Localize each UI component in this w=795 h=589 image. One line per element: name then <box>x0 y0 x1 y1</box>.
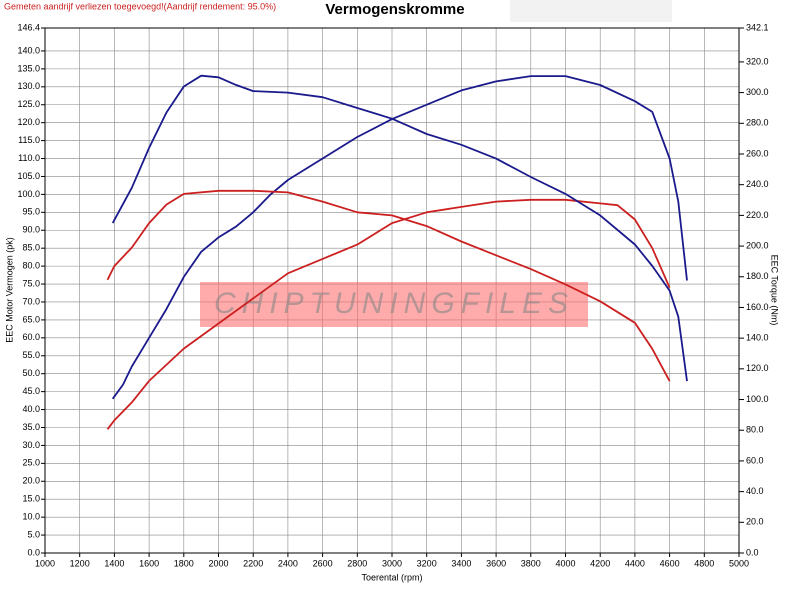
y-tick-label: 35.0 <box>22 422 40 432</box>
y-tick-label: 130.0 <box>17 81 40 91</box>
y2-tick-label: 220.0 <box>746 210 769 220</box>
y-tick-label: 10.0 <box>22 512 40 522</box>
x-tick-label: 2600 <box>313 558 333 568</box>
y-tick-label: 125.0 <box>17 99 40 109</box>
x-axis-label: Toerental (rpm) <box>361 572 422 582</box>
x-tick-label: 4200 <box>590 558 610 568</box>
series-line <box>106 198 671 430</box>
y2-tick-label: 280.0 <box>746 118 769 128</box>
y-tick-label: 20.0 <box>22 476 40 486</box>
y-axis-label: EEC Motor Vermogen (pk) <box>4 237 14 343</box>
y2-tick-label: 0.0 <box>746 547 759 557</box>
y-tick-label: 25.0 <box>22 458 40 468</box>
y-tick-label: 100.0 <box>17 189 40 199</box>
x-tick-label: 4600 <box>660 558 680 568</box>
x-tick-label: 1800 <box>174 558 194 568</box>
y2-axis-label: EEC Torque (Nm) <box>770 255 780 326</box>
y-tick-label: 85.0 <box>22 243 40 253</box>
y-tick-label: 60.0 <box>22 332 40 342</box>
chart-title: Vermogenskromme <box>325 1 464 18</box>
series-line <box>106 189 671 382</box>
x-tick-label: 2200 <box>243 558 263 568</box>
x-tick-label: 1000 <box>35 558 55 568</box>
y2-tick-label: 342.1 <box>746 22 769 32</box>
y2-tick-label: 240.0 <box>746 179 769 189</box>
y-tick-label: 5.0 <box>27 529 40 539</box>
x-tick-label: 4800 <box>694 558 714 568</box>
y-tick-label: 65.0 <box>22 314 40 324</box>
y2-tick-label: 100.0 <box>746 394 769 404</box>
y-tick-label: 40.0 <box>22 404 40 414</box>
y2-tick-label: 140.0 <box>746 333 769 343</box>
x-tick-label: 1400 <box>104 558 124 568</box>
y2-tick-label: 320.0 <box>746 56 769 66</box>
y-tick-label: 30.0 <box>22 440 40 450</box>
x-tick-label: 2400 <box>278 558 298 568</box>
header-box <box>510 0 672 22</box>
y2-tick-label: 60.0 <box>746 455 764 465</box>
y2-tick-label: 180.0 <box>746 271 769 281</box>
y-tick-label: 15.0 <box>22 494 40 504</box>
series-line <box>111 75 688 400</box>
note: Gemeten aandrijf verliezen toegevoegd!(A… <box>4 1 276 11</box>
y-tick-label: 115.0 <box>18 135 40 145</box>
y-tick-label: 80.0 <box>22 260 40 270</box>
x-tick-label: 4000 <box>555 558 575 568</box>
x-tick-label: 2800 <box>347 558 367 568</box>
y-tick-label: 140.0 <box>17 45 40 55</box>
y-tick-label: 55.0 <box>22 350 40 360</box>
y2-tick-label: 120.0 <box>746 363 769 373</box>
y2-tick-label: 200.0 <box>746 240 769 250</box>
x-tick-label: 3600 <box>486 558 506 568</box>
x-tick-label: 5000 <box>729 558 749 568</box>
x-tick-label: 4400 <box>625 558 645 568</box>
y-tick-label: 70.0 <box>22 296 40 306</box>
x-tick-label: 3200 <box>417 558 437 568</box>
y-tick-label: 146.4 <box>17 22 40 32</box>
x-tick-label: 3800 <box>521 558 541 568</box>
y-tick-label: 135.0 <box>17 63 40 73</box>
y-tick-label: 90.0 <box>22 225 40 235</box>
y-tick-label: 45.0 <box>22 386 40 396</box>
x-tick-label: 1600 <box>139 558 159 568</box>
x-tick-label: 3000 <box>382 558 402 568</box>
y2-tick-label: 160.0 <box>746 302 769 312</box>
x-tick-label: 2000 <box>208 558 228 568</box>
y-tick-label: 105.0 <box>17 171 40 181</box>
y-tick-label: 110.0 <box>18 153 40 163</box>
y2-tick-label: 260.0 <box>746 148 769 158</box>
watermark: CHIPTUNINGFILES <box>214 287 574 320</box>
x-tick-label: 3400 <box>451 558 471 568</box>
y2-tick-label: 20.0 <box>746 517 764 527</box>
y-tick-label: 120.0 <box>17 117 40 127</box>
y-tick-label: 0.0 <box>27 547 40 557</box>
y2-tick-label: 300.0 <box>746 87 769 97</box>
y2-tick-label: 40.0 <box>746 486 764 496</box>
y-tick-label: 50.0 <box>22 368 40 378</box>
y-tick-label: 75.0 <box>22 278 40 288</box>
x-tick-label: 1200 <box>70 558 90 568</box>
y2-tick-label: 80.0 <box>746 425 764 435</box>
series-line <box>111 74 688 382</box>
y-tick-label: 95.0 <box>22 207 40 217</box>
